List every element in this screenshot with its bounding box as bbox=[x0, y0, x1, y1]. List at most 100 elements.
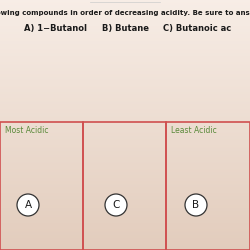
Bar bbox=[0, 214, 250, 215]
Bar bbox=[0, 119, 250, 120]
Bar bbox=[0, 130, 250, 131]
Bar bbox=[0, 160, 250, 161]
Bar bbox=[0, 15, 250, 16]
Bar bbox=[0, 178, 250, 179]
Bar bbox=[0, 157, 250, 158]
Bar bbox=[0, 97, 250, 98]
Bar bbox=[0, 225, 250, 226]
Bar bbox=[0, 208, 250, 209]
Bar bbox=[0, 220, 250, 221]
Bar bbox=[0, 4, 250, 5]
Text: A: A bbox=[24, 200, 32, 210]
Bar bbox=[0, 188, 250, 189]
Bar bbox=[0, 112, 250, 113]
Bar bbox=[0, 45, 250, 46]
Bar bbox=[0, 235, 250, 236]
Bar bbox=[0, 163, 250, 164]
Bar bbox=[0, 149, 250, 150]
Bar bbox=[0, 76, 250, 77]
Bar bbox=[0, 54, 250, 55]
Bar bbox=[0, 63, 250, 64]
Bar bbox=[0, 213, 250, 214]
Bar bbox=[0, 55, 250, 56]
Bar bbox=[83, 122, 166, 250]
Bar bbox=[0, 152, 250, 153]
Bar bbox=[0, 198, 250, 199]
Bar bbox=[0, 103, 250, 104]
Bar bbox=[0, 195, 250, 196]
Text: A) 1−Butanol: A) 1−Butanol bbox=[24, 24, 86, 33]
Bar bbox=[0, 80, 250, 81]
Bar bbox=[0, 206, 250, 207]
Bar bbox=[0, 210, 250, 211]
Bar bbox=[0, 110, 250, 111]
Bar bbox=[0, 95, 250, 96]
Bar bbox=[0, 39, 250, 40]
Bar bbox=[0, 0, 250, 1]
Bar bbox=[0, 34, 250, 35]
Bar bbox=[0, 108, 250, 109]
Bar bbox=[0, 9, 250, 10]
Bar bbox=[0, 37, 250, 38]
Bar bbox=[0, 193, 250, 194]
Bar bbox=[0, 66, 250, 67]
Bar bbox=[0, 136, 250, 137]
Bar bbox=[0, 238, 250, 239]
Bar bbox=[0, 150, 250, 151]
Bar bbox=[0, 81, 250, 82]
Bar bbox=[0, 246, 250, 247]
Bar bbox=[0, 68, 250, 69]
Bar bbox=[0, 123, 250, 124]
Bar bbox=[0, 35, 250, 36]
Bar bbox=[0, 218, 250, 219]
Bar bbox=[0, 230, 250, 231]
Bar bbox=[0, 83, 250, 84]
Bar bbox=[0, 56, 250, 57]
Bar bbox=[0, 247, 250, 248]
Bar bbox=[0, 155, 250, 156]
Bar bbox=[0, 133, 250, 134]
Bar bbox=[0, 26, 250, 27]
Bar bbox=[0, 7, 250, 8]
Bar bbox=[0, 245, 250, 246]
Bar bbox=[0, 180, 250, 181]
Bar bbox=[0, 106, 250, 107]
Bar bbox=[0, 79, 250, 80]
Bar bbox=[0, 179, 250, 180]
Bar bbox=[0, 1, 250, 2]
Bar bbox=[0, 132, 250, 133]
Bar bbox=[0, 202, 250, 203]
Bar bbox=[0, 31, 250, 32]
Bar bbox=[0, 176, 250, 177]
Bar bbox=[0, 203, 250, 204]
Bar bbox=[0, 243, 250, 244]
Bar bbox=[0, 219, 250, 220]
Bar bbox=[0, 59, 250, 60]
Bar bbox=[0, 232, 250, 233]
Bar bbox=[0, 141, 250, 142]
Bar bbox=[0, 18, 250, 19]
Bar bbox=[0, 153, 250, 154]
Bar bbox=[0, 67, 250, 68]
Bar bbox=[0, 20, 250, 21]
Bar bbox=[0, 135, 250, 136]
Bar bbox=[0, 41, 250, 42]
Bar bbox=[0, 244, 250, 245]
Bar bbox=[0, 113, 250, 114]
Bar bbox=[0, 234, 250, 235]
Bar bbox=[0, 22, 250, 23]
Bar bbox=[0, 124, 250, 125]
Bar bbox=[0, 74, 250, 75]
Bar bbox=[0, 17, 250, 18]
Bar bbox=[0, 73, 250, 74]
Bar bbox=[0, 46, 250, 47]
Bar bbox=[0, 224, 250, 225]
Bar bbox=[0, 146, 250, 147]
Bar bbox=[0, 53, 250, 54]
Bar bbox=[0, 147, 250, 148]
Bar bbox=[0, 118, 250, 119]
Bar bbox=[0, 12, 250, 13]
Bar bbox=[0, 70, 250, 71]
Bar bbox=[0, 105, 250, 106]
Bar bbox=[0, 52, 250, 53]
